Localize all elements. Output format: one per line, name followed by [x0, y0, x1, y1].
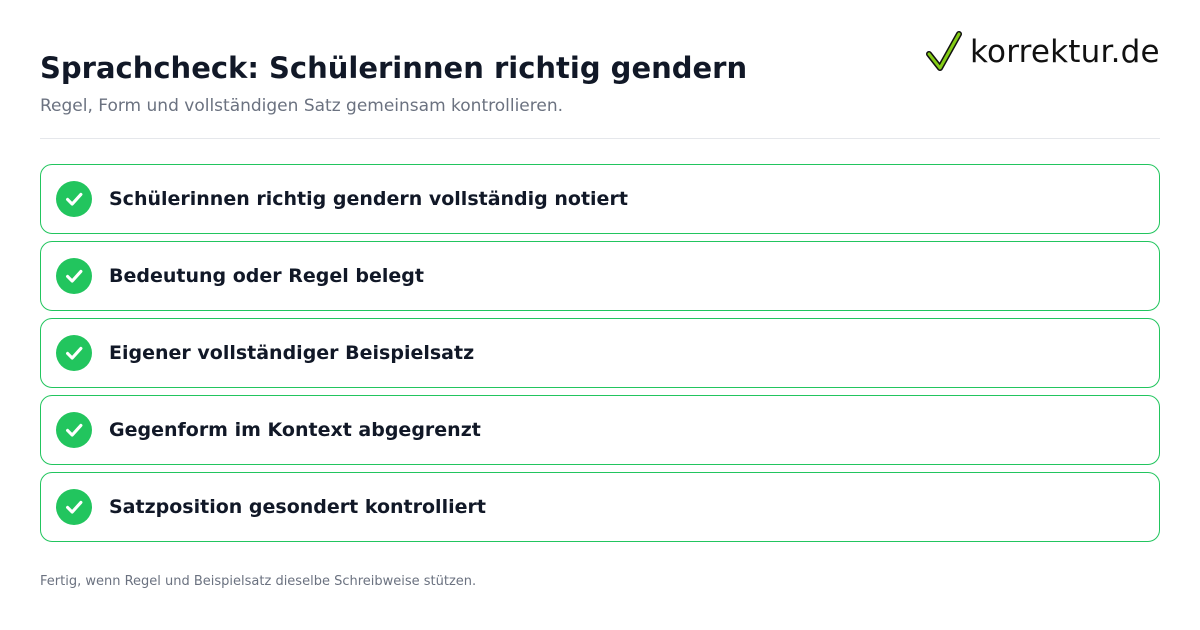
page-title: Sprachcheck: Schülerinnen richtig gender… [40, 51, 748, 85]
check-circle-icon [56, 181, 92, 217]
checklist-item-label: Satzposition gesondert kontrolliert [109, 496, 486, 518]
checklist-item: Schülerinnen richtig gendern vollständig… [40, 164, 1160, 234]
brand-logo: korrektur.de [926, 30, 1160, 74]
footer-note: Fertig, wenn Regel und Beispielsatz dies… [40, 574, 477, 589]
checkmark-icon [926, 31, 962, 71]
checklist-item: Gegenform im Kontext abgegrenzt [40, 395, 1160, 465]
check-circle-icon [56, 258, 92, 294]
checklist-item-label: Bedeutung oder Regel belegt [109, 265, 424, 287]
checklist: Schülerinnen richtig gendern vollständig… [40, 164, 1160, 549]
page-subtitle: Regel, Form und vollständigen Satz gemei… [40, 96, 564, 116]
logo-text: korrektur.de [970, 34, 1160, 70]
check-circle-icon [56, 489, 92, 525]
checklist-item: Bedeutung oder Regel belegt [40, 241, 1160, 311]
checklist-item-label: Schülerinnen richtig gendern vollständig… [109, 188, 628, 210]
check-circle-icon [56, 412, 92, 448]
page-header: Sprachcheck: Schülerinnen richtig gender… [40, 48, 900, 118]
checklist-item-label: Gegenform im Kontext abgegrenzt [109, 419, 481, 441]
check-circle-icon [56, 335, 92, 371]
header-divider [40, 138, 1160, 139]
checklist-item: Eigener vollständiger Beispielsatz [40, 318, 1160, 388]
checklist-item: Satzposition gesondert kontrolliert [40, 472, 1160, 542]
checklist-item-label: Eigener vollständiger Beispielsatz [109, 342, 475, 364]
